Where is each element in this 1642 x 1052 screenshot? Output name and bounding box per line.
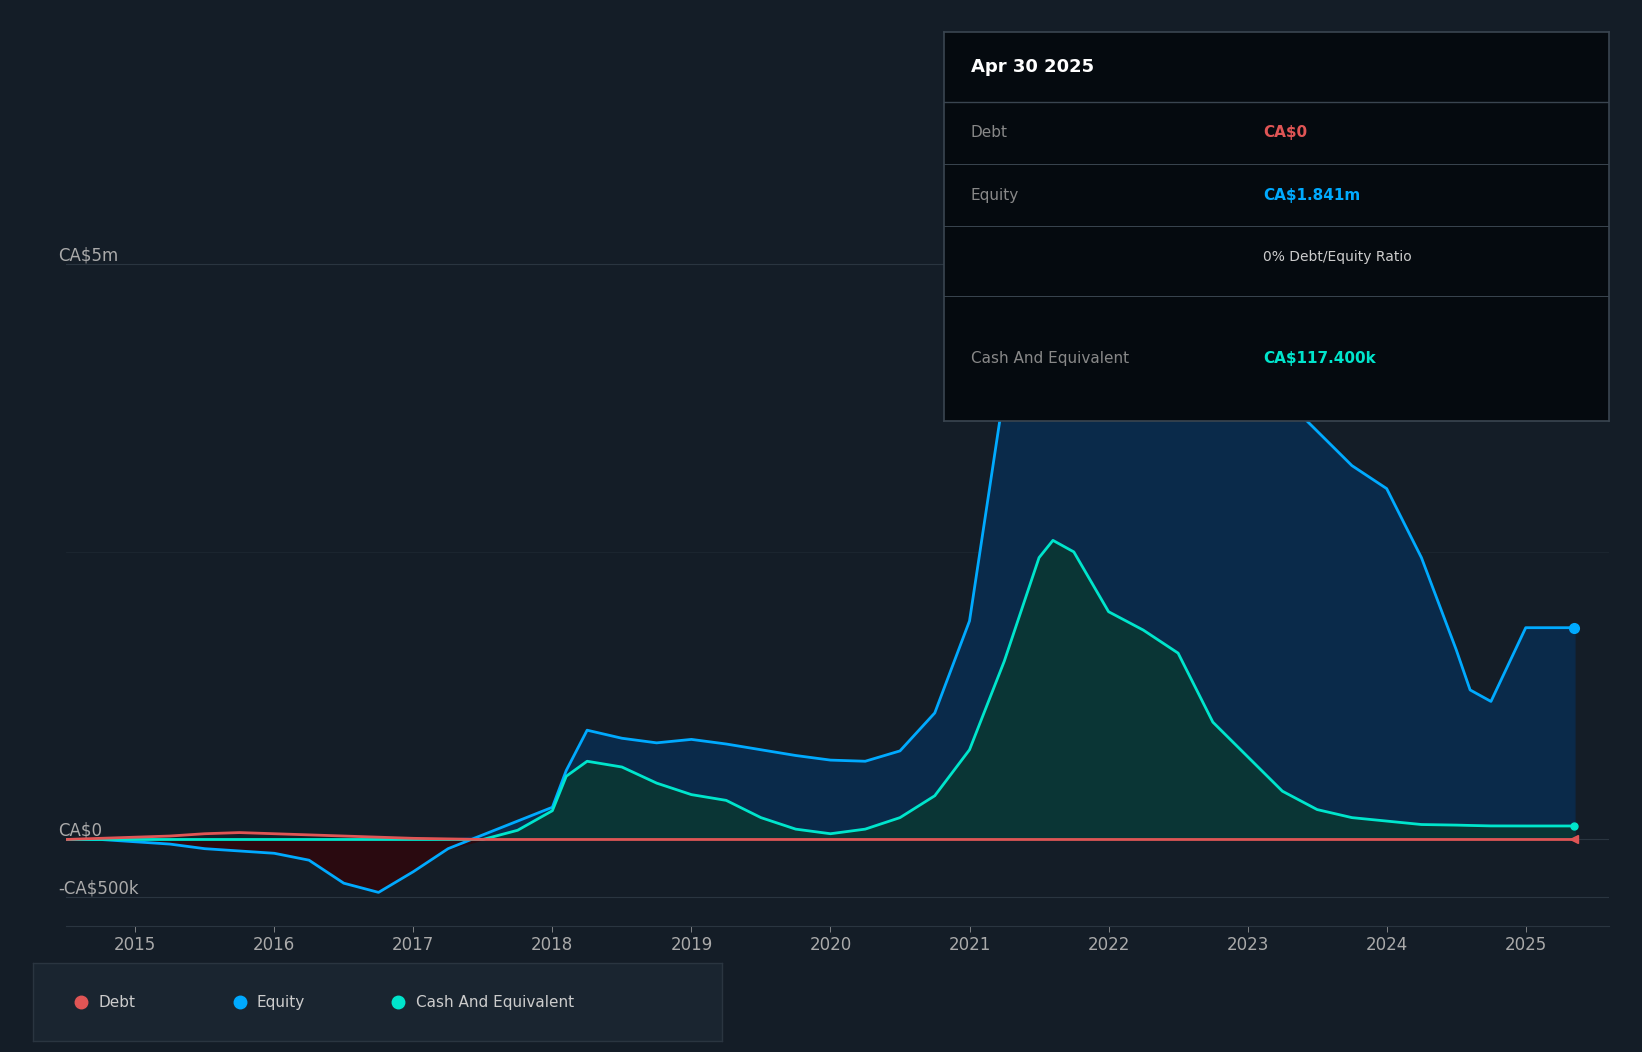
Text: Apr 30 2025: Apr 30 2025 — [970, 58, 1094, 76]
Text: Cash And Equivalent: Cash And Equivalent — [415, 994, 573, 1010]
Text: Equity: Equity — [258, 994, 305, 1010]
Bar — [944, 32, 1609, 102]
Text: CA$0: CA$0 — [57, 822, 102, 839]
Text: Cash And Equivalent: Cash And Equivalent — [970, 351, 1130, 366]
Text: CA$1.841m: CA$1.841m — [1263, 187, 1361, 203]
Text: CA$0: CA$0 — [1263, 125, 1307, 140]
Text: 0% Debt/Equity Ratio: 0% Debt/Equity Ratio — [1263, 250, 1412, 264]
Text: Equity: Equity — [970, 187, 1020, 203]
Text: CA$117.400k: CA$117.400k — [1263, 351, 1376, 366]
Text: Debt: Debt — [970, 125, 1008, 140]
Text: Debt: Debt — [99, 994, 135, 1010]
Text: CA$5m: CA$5m — [57, 246, 118, 264]
Text: -CA$500k: -CA$500k — [57, 879, 138, 897]
